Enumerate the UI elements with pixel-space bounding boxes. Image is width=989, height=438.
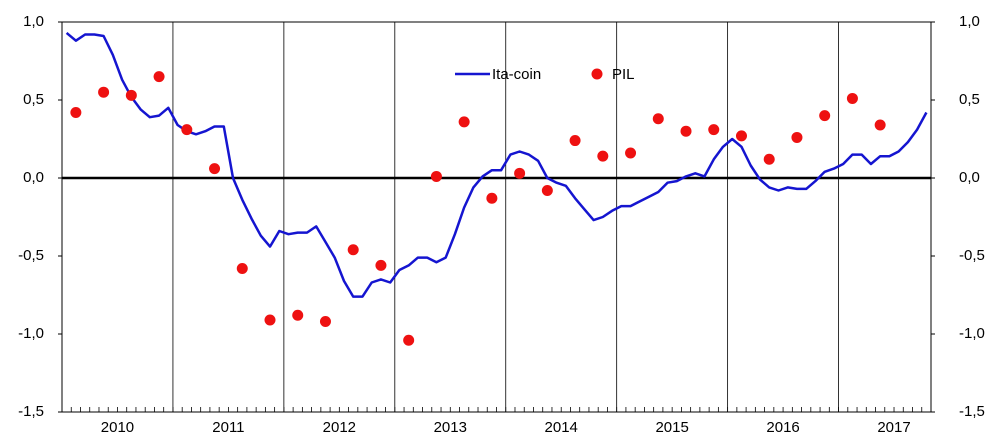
pil-dot xyxy=(375,259,387,271)
pil-dot xyxy=(625,147,637,159)
pil-dot xyxy=(209,163,221,175)
pil-dot xyxy=(541,184,553,196)
pil-dot xyxy=(791,131,803,143)
y-tick-label: -0,5 xyxy=(18,247,44,264)
x-tick-label: 2012 xyxy=(323,419,356,436)
pil-dot xyxy=(98,86,110,98)
pil-dot xyxy=(125,89,137,101)
pil-dot xyxy=(680,125,692,137)
x-tick-label: 2017 xyxy=(877,419,910,436)
pil-dot xyxy=(652,113,664,125)
pil-dot xyxy=(264,314,276,326)
pil-dot xyxy=(403,334,415,346)
y2-tick-label: -1,0 xyxy=(959,325,985,342)
pil-dot xyxy=(597,150,609,162)
pil-dot xyxy=(236,262,248,274)
y-tick-label: -1,0 xyxy=(18,325,44,342)
y-tick-label: 1,0 xyxy=(23,13,44,30)
legend-label: Ita-coin xyxy=(492,66,541,83)
x-tick-label: 2014 xyxy=(545,419,578,436)
pil-dot xyxy=(181,124,193,136)
x-tick-label: 2015 xyxy=(655,419,688,436)
pil-dot xyxy=(153,71,165,83)
pil-dot xyxy=(763,153,775,165)
pil-dot xyxy=(874,119,886,131)
y-tick-label: 0,5 xyxy=(23,91,44,108)
x-tick-label: 2011 xyxy=(212,419,244,436)
x-tick-label: 2016 xyxy=(766,419,799,436)
legend-dot xyxy=(591,68,603,80)
pil-dot xyxy=(347,244,359,256)
pil-dot xyxy=(708,124,720,136)
legend-label: PIL xyxy=(612,66,635,83)
pil-dot xyxy=(430,170,442,182)
y2-tick-label: 0,0 xyxy=(959,169,980,186)
pil-dot xyxy=(514,167,526,179)
x-tick-label: 2013 xyxy=(434,419,467,436)
pil-dot xyxy=(569,135,581,147)
pil-dot xyxy=(319,316,331,328)
x-tick-label: 2010 xyxy=(101,419,134,436)
pil-dot xyxy=(292,309,304,321)
pil-dot xyxy=(486,192,498,204)
pil-dot xyxy=(735,130,747,142)
pil-dot xyxy=(846,92,858,104)
pil-dot xyxy=(458,116,470,128)
y-tick-label: 0,0 xyxy=(23,169,44,186)
pil-dot xyxy=(70,106,82,118)
y2-tick-label: -1,5 xyxy=(959,403,985,420)
ita-coin-line xyxy=(65,31,928,298)
pil-dot xyxy=(819,110,831,122)
y2-tick-label: 1,0 xyxy=(959,13,980,30)
y2-tick-label: 0,5 xyxy=(959,91,980,108)
y-tick-label: -1,5 xyxy=(18,403,44,420)
y2-tick-label: -0,5 xyxy=(959,247,985,264)
